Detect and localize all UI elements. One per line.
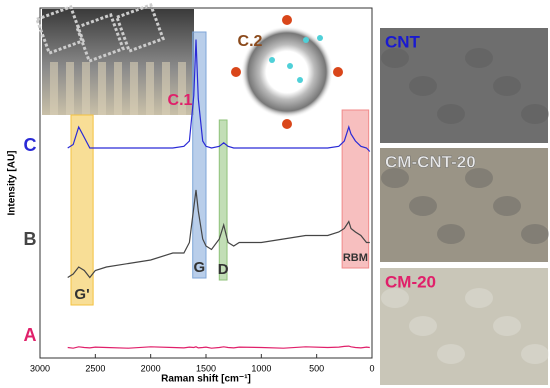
x-tick-label: 500 xyxy=(309,363,324,373)
atom xyxy=(287,63,293,69)
band xyxy=(70,114,94,306)
photo-ridge xyxy=(114,62,122,115)
micrograph-texture xyxy=(437,344,465,364)
micrograph-texture xyxy=(409,196,437,216)
micrograph-texture xyxy=(493,196,521,216)
micrograph-texture xyxy=(381,168,409,188)
micrograph-texture xyxy=(381,48,409,68)
arrow-tip xyxy=(282,119,292,129)
band-label: D xyxy=(218,261,229,278)
x-axis-label: Raman shift [cm⁻¹] xyxy=(161,374,251,385)
micrograph xyxy=(380,28,548,143)
arrow-tip xyxy=(282,15,292,25)
micrograph-texture xyxy=(465,288,493,308)
x-tick-label: 2500 xyxy=(85,363,105,373)
photo-ridge xyxy=(66,62,74,115)
micrograph-texture xyxy=(521,224,549,244)
micrograph-texture xyxy=(493,316,521,336)
nanotube-model xyxy=(35,5,85,55)
atom xyxy=(297,77,303,83)
arrow-tip xyxy=(333,67,343,77)
micrograph-texture xyxy=(381,288,409,308)
inset-label: C.2 xyxy=(238,33,263,50)
series-label: A xyxy=(24,325,37,345)
panel-label: CM-20 xyxy=(385,272,436,291)
micrograph-texture xyxy=(437,224,465,244)
band-label: G' xyxy=(74,286,89,303)
micrograph-texture xyxy=(409,76,437,96)
inset-label: C.1 xyxy=(168,92,193,109)
series-line xyxy=(67,39,371,152)
micrograph-texture xyxy=(521,104,549,124)
band xyxy=(341,109,370,269)
band xyxy=(218,119,228,281)
micrograph-texture xyxy=(521,344,549,364)
panel-label: CM-CNT-20 xyxy=(385,152,476,171)
x-tick-label: 0 xyxy=(369,363,374,373)
photo-ridge xyxy=(178,62,186,115)
atom xyxy=(317,35,323,41)
nanotube-model xyxy=(115,3,165,53)
micrograph-texture xyxy=(437,104,465,124)
photo-ridge xyxy=(162,62,170,115)
arrow-tip xyxy=(231,67,241,77)
photo-ridge xyxy=(98,62,106,115)
photo-ridge xyxy=(50,62,58,115)
series-line xyxy=(67,345,370,349)
photo-ridge xyxy=(146,62,154,115)
panel-label: CNT xyxy=(385,32,421,51)
micrograph-texture xyxy=(493,76,521,96)
micrograph-texture xyxy=(465,168,493,188)
micrograph xyxy=(380,268,548,385)
x-tick-label: 1000 xyxy=(251,363,271,373)
series-line xyxy=(67,189,370,279)
y-axis-label: Intensity [AU] xyxy=(7,151,18,216)
band-label: G xyxy=(194,259,206,276)
band xyxy=(192,31,207,279)
x-tick-label: 1500 xyxy=(196,363,216,373)
micrograph-texture xyxy=(409,316,437,336)
band-label: RBM xyxy=(343,252,368,264)
micrograph xyxy=(380,148,548,262)
nanotube-model xyxy=(75,13,125,63)
molecule-ring xyxy=(241,26,333,118)
micrograph-texture xyxy=(465,48,493,68)
atom xyxy=(303,37,309,43)
series-label: B xyxy=(24,229,37,249)
atom xyxy=(269,57,275,63)
photo-ridge xyxy=(130,62,138,115)
x-tick-label: 3000 xyxy=(30,363,50,373)
x-tick-label: 2000 xyxy=(141,363,161,373)
series-label: C xyxy=(24,135,37,155)
photo-ridge xyxy=(82,62,90,115)
